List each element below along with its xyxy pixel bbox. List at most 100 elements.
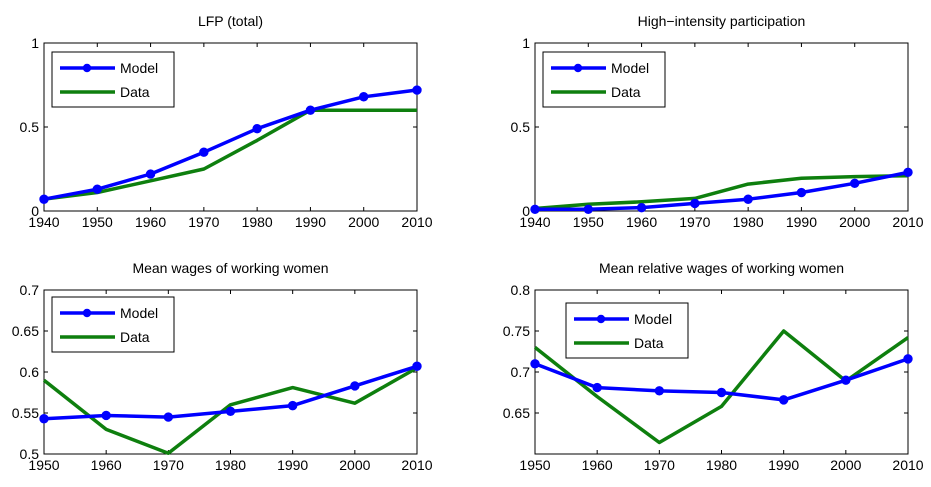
model-point — [796, 187, 807, 198]
model-point — [412, 85, 422, 95]
y-tick-label: 0.5 — [511, 119, 531, 135]
series-line-data — [534, 173, 909, 211]
chart-mean-relative-wages: Mean relative wages of working women 1950… — [503, 260, 924, 473]
x-tick-label: 2000 — [348, 214, 379, 230]
x-tick-label: 2000 — [839, 214, 870, 230]
legend-marker-model — [82, 308, 92, 318]
chart-high-intensity-participation: High−intensity participation 1940 1950 1960… — [511, 13, 924, 230]
model-point — [903, 354, 913, 364]
chart-title: Mean relative wages of working women — [599, 260, 844, 276]
x-tick-label: 1980 — [242, 214, 273, 230]
model-point — [592, 382, 602, 393]
model-point — [225, 406, 236, 417]
x-tick-label: 2000 — [830, 457, 861, 473]
model-point — [359, 92, 369, 102]
x-tick-label: 1990 — [277, 457, 308, 473]
x-tick-label: 1980 — [215, 457, 246, 473]
legend-label-data: Data — [611, 84, 641, 100]
model-point — [305, 105, 316, 115]
x-tick-label: 1970 — [644, 457, 675, 473]
x-tick-label: 2000 — [339, 457, 370, 473]
model-point — [350, 381, 360, 391]
model-point — [530, 359, 540, 369]
model-point — [145, 169, 156, 179]
x-tick-label: 1990 — [295, 214, 326, 230]
x-tick-label: 1960 — [582, 457, 613, 473]
chart-title: High−intensity participation — [638, 13, 806, 29]
x-tick-label: 1980 — [733, 214, 764, 230]
model-point — [903, 167, 913, 178]
series-line-model — [43, 88, 418, 201]
y-tick-label: 0.5 — [20, 446, 40, 462]
y-tick-label: 0.7 — [20, 282, 40, 298]
y-tick-label: 0 — [31, 203, 39, 219]
legend-label-data: Data — [634, 335, 664, 351]
x-tick-label: 1960 — [626, 214, 657, 230]
x-tick-label: 1990 — [768, 457, 799, 473]
y-tick-label: 1 — [522, 35, 530, 51]
legend-box — [51, 51, 175, 108]
y-tick-label: 1 — [31, 35, 39, 51]
x-tick-label: 2010 — [401, 214, 432, 230]
model-point — [39, 194, 49, 204]
chart-lfp-total: LFP (total) 1940 1950 1960 1970 1980 1990 2000 2… — [20, 13, 433, 230]
legend-label-model: Model — [634, 311, 672, 327]
x-tick-label: 2010 — [401, 457, 432, 473]
y-tick-label: 0.65 — [12, 323, 39, 339]
legend-marker-model — [82, 63, 92, 73]
x-tick-label: 1990 — [786, 214, 817, 230]
x-tick-label: 1950 — [82, 214, 113, 230]
series-line-model — [535, 170, 909, 212]
chart-mean-wages: Mean wages of working women 1950 1960 1970 1… — [12, 260, 433, 473]
model-point — [778, 395, 789, 405]
legend-label-data: Data — [120, 84, 150, 100]
y-tick-label: 0.5 — [20, 119, 40, 135]
legend-label-model: Model — [611, 60, 649, 76]
y-tick-label: 0.6 — [20, 364, 40, 380]
model-point — [530, 204, 540, 215]
legend-box — [542, 51, 666, 108]
y-tick-label: 0.65 — [503, 405, 530, 421]
legend-label-model: Model — [120, 305, 158, 321]
x-tick-label: 1970 — [679, 214, 710, 230]
x-tick-label: 2010 — [892, 214, 923, 230]
chart-title: LFP (total) — [198, 13, 263, 29]
model-point — [743, 194, 753, 204]
x-tick-label: 2010 — [892, 457, 923, 473]
y-tick-label: 0.75 — [503, 323, 530, 339]
y-tick-label: 0.55 — [12, 405, 39, 421]
legend-marker-model — [573, 63, 583, 73]
model-point — [654, 386, 665, 396]
model-point — [101, 410, 111, 421]
x-tick-label: 1950 — [573, 214, 604, 230]
legend-label-data: Data — [120, 329, 150, 345]
legend-box — [565, 302, 689, 359]
x-tick-label: 1950 — [28, 457, 59, 473]
model-point — [716, 387, 727, 398]
x-tick-label: 1960 — [135, 214, 166, 230]
y-tick-label: 0.8 — [511, 282, 531, 298]
legend-marker-model — [596, 314, 606, 324]
model-point — [163, 412, 174, 422]
x-tick-label: 1940 — [519, 214, 550, 230]
model-point — [287, 400, 298, 411]
y-tick-label: 0.7 — [511, 364, 531, 380]
model-point — [252, 123, 262, 134]
model-point — [412, 361, 422, 371]
model-point — [690, 198, 700, 209]
y-tick-label: 0 — [522, 203, 530, 219]
x-tick-label: 1940 — [28, 214, 59, 230]
series-line-data — [43, 108, 417, 201]
model-point — [636, 202, 647, 213]
legend-box — [51, 296, 175, 353]
model-point — [39, 414, 49, 424]
legend-label-model: Model — [120, 60, 158, 76]
chart-title: Mean wages of working women — [132, 260, 328, 276]
model-point — [841, 375, 851, 385]
x-tick-label: 1980 — [706, 457, 737, 473]
x-tick-label: 1950 — [519, 457, 550, 473]
x-tick-label: 1970 — [153, 457, 184, 473]
model-point — [199, 147, 209, 157]
model-point — [583, 204, 593, 215]
